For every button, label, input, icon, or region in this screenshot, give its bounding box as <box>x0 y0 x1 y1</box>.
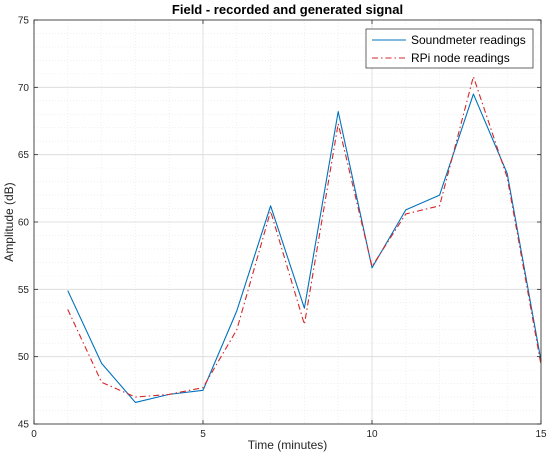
y-axis-label: Amplitude (dB) <box>2 182 16 261</box>
axis-ticks: 0 5 10 15 45 50 55 60 65 70 75 <box>18 16 547 441</box>
grid <box>33 19 542 425</box>
legend: Soundmeter readings RPi node readings <box>365 28 534 69</box>
y-tick-label: 45 <box>18 420 30 431</box>
y-tick-label: 75 <box>18 16 30 27</box>
chart-title: Field - recorded and generated signal <box>172 2 403 17</box>
x-axis-label: Time (minutes) <box>248 438 328 452</box>
x-tick-label: 10 <box>366 429 378 440</box>
legend-label-soundmeter: Soundmeter readings <box>411 33 526 47</box>
series-line-rpi <box>67 76 542 398</box>
series-line-soundmeter <box>67 93 542 404</box>
y-tick-label: 55 <box>18 285 30 296</box>
y-tick-label: 65 <box>18 150 30 161</box>
y-tick-label: 60 <box>18 218 30 229</box>
y-tick-label: 50 <box>18 352 30 363</box>
plot-series <box>67 76 542 404</box>
x-tick-label: 15 <box>535 429 547 440</box>
y-tick-label: 70 <box>18 83 30 94</box>
x-tick-label: 5 <box>200 429 206 440</box>
legend-box <box>365 28 534 69</box>
x-tick-label: 0 <box>31 429 37 440</box>
legend-label-rpi: RPi node readings <box>411 51 510 65</box>
